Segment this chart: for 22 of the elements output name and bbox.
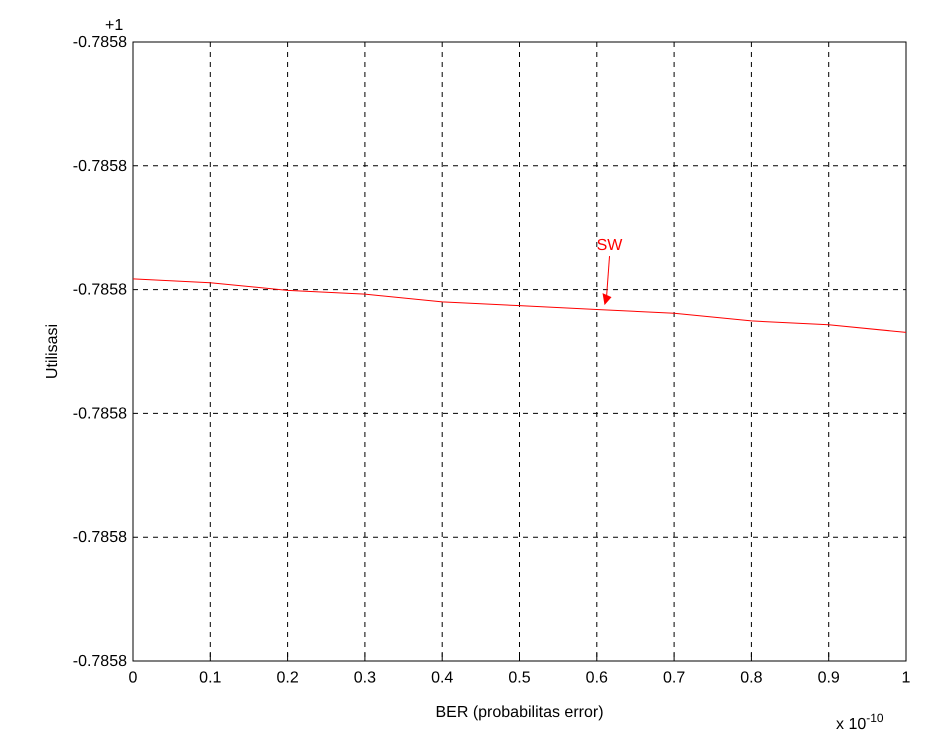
x-tick-label: 0.3 <box>354 669 376 686</box>
y-axis-title: Utilisasi <box>44 324 61 380</box>
x-tick-label: 0.4 <box>431 669 454 686</box>
text: -0.7858 <box>72 405 128 422</box>
x-tick-label: 0.7 <box>662 669 686 686</box>
text: -0.7858 <box>72 529 128 546</box>
x-axis-title: BER (probabilitas error) <box>435 704 604 721</box>
text: +1 <box>105 17 124 34</box>
x-tick-label: 0.8 <box>740 669 763 686</box>
text: -0.7858 <box>72 653 128 670</box>
x-tick-label: 0.1 <box>199 669 222 686</box>
x-tick-label: 0.2 <box>276 669 299 686</box>
x-tick-label: 1 <box>902 669 911 686</box>
x-tick-label: 0 <box>128 669 138 686</box>
text: -0.7858 <box>72 282 128 299</box>
text: SW <box>596 237 624 254</box>
text: x 10$^{-10}$ <box>836 711 884 733</box>
x-tick-label: 0.6 <box>586 669 608 686</box>
x-tick-label: 0.5 <box>508 669 531 686</box>
text: -0.7858 <box>72 34 128 51</box>
text: -0.7858 <box>72 158 128 175</box>
x-tick-label: 0.9 <box>818 669 840 686</box>
